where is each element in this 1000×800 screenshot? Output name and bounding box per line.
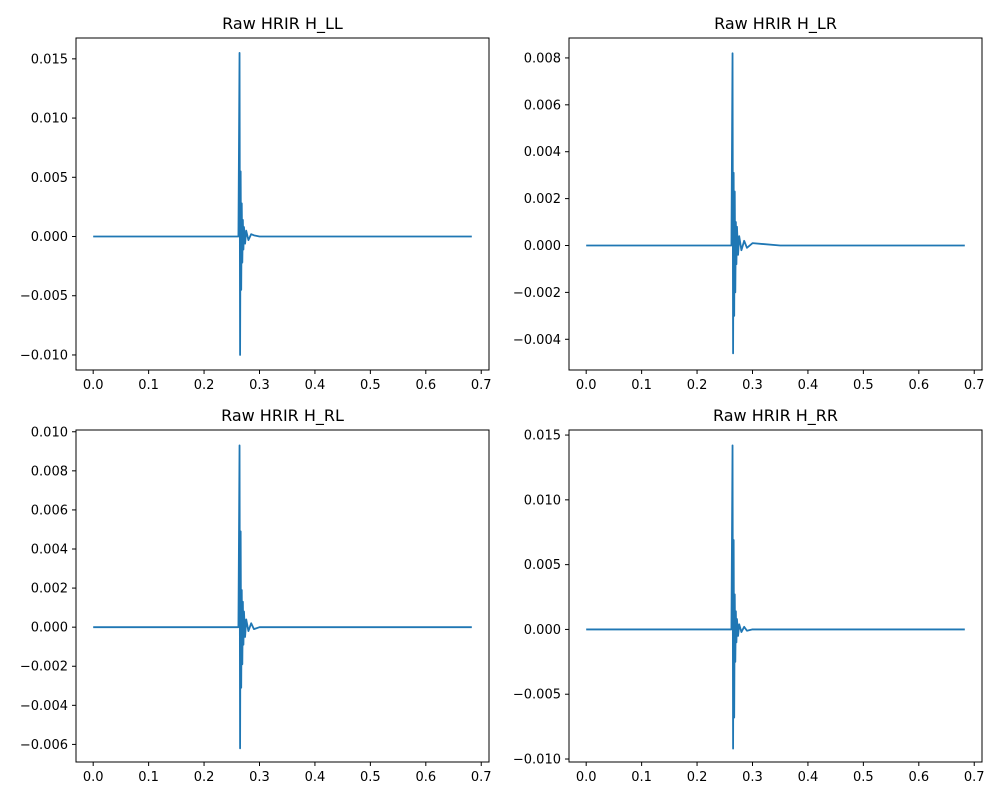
x-tick-label: 0.6 [908, 378, 929, 393]
subplot-title: Raw HRIR H_LL [222, 14, 343, 34]
x-tick-label: 0.5 [360, 770, 381, 785]
y-tick-label: 0.005 [31, 171, 68, 186]
x-tick-label: 0.4 [305, 770, 326, 785]
y-tick-label: 0.005 [524, 558, 561, 573]
y-tick-label: 0.015 [31, 52, 68, 67]
axes-frame [75, 429, 490, 763]
x-tick-label: 0.1 [138, 378, 159, 393]
y-tick-label: 0.004 [524, 145, 561, 160]
x-tick-label: 0.2 [687, 378, 708, 393]
y-tick-label: 0.010 [31, 112, 68, 127]
axes-frame [568, 37, 983, 371]
y-tick-label: −0.002 [20, 660, 68, 675]
y-tick-label: −0.010 [513, 753, 561, 768]
y-tick-label: −0.010 [20, 348, 68, 363]
x-tick-label: 0.4 [798, 770, 819, 785]
x-tick-label: 0.5 [853, 378, 874, 393]
x-tick-label: 0.7 [964, 378, 985, 393]
x-tick-label: 0.1 [138, 770, 159, 785]
x-tick-label: 0.4 [798, 378, 819, 393]
y-tick-label: −0.002 [513, 286, 561, 301]
y-tick-label: −0.005 [20, 289, 68, 304]
y-tick-label: −0.004 [513, 333, 561, 348]
x-tick-label: 0.7 [964, 770, 985, 785]
x-tick-label: 0.5 [853, 770, 874, 785]
series-line [586, 52, 965, 355]
x-tick-label: 0.0 [83, 770, 104, 785]
series-line [586, 444, 965, 750]
subplot-title: Raw HRIR H_LR [714, 14, 837, 34]
x-tick-label: 0.7 [471, 770, 492, 785]
axes-frame [568, 429, 983, 763]
y-tick-label: −0.006 [20, 738, 68, 753]
x-tick-label: 0.1 [631, 770, 652, 785]
y-tick-label: 0.000 [524, 239, 561, 254]
series-line [93, 52, 472, 356]
y-tick-label: 0.006 [31, 503, 68, 518]
subplot-title: Raw HRIR H_RR [713, 406, 838, 426]
subplot-2: Raw HRIR H_LR 0.0 0.1 0.2 0.3 0.4 0.5 0.6 0.7 −0.… [513, 14, 985, 393]
y-tick-label: −0.004 [20, 699, 68, 714]
x-tick-label: 0.3 [742, 378, 763, 393]
x-tick-label: 0.0 [576, 378, 597, 393]
axes-frame [75, 37, 490, 371]
y-tick-label: 0.000 [524, 623, 561, 638]
x-tick-label: 0.1 [631, 378, 652, 393]
x-tick-label: 0.7 [471, 378, 492, 393]
series-line [93, 444, 472, 750]
x-tick-label: 0.3 [249, 378, 270, 393]
y-tick-label: 0.008 [31, 464, 68, 479]
x-tick-label: 0.0 [576, 770, 597, 785]
y-tick-label: 0.004 [31, 543, 68, 558]
y-tick-label: 0.000 [31, 621, 68, 636]
subplot-1: Raw HRIR H_LL 0.0 0.1 0.2 0.3 0.4 0.5 0.6 0.7 −0.… [20, 14, 492, 393]
y-tick-label: 0.006 [524, 98, 561, 113]
y-tick-label: 0.002 [31, 582, 68, 597]
x-tick-label: 0.5 [360, 378, 381, 393]
subplot-4: Raw HRIR H_RR 0.0 0.1 0.2 0.3 0.4 0.5 0.6 0.7 −0.… [513, 406, 985, 785]
subplot-title: Raw HRIR H_RL [221, 406, 344, 426]
y-tick-label: 0.010 [31, 425, 68, 440]
x-tick-label: 0.6 [908, 770, 929, 785]
y-tick-label: 0.015 [524, 429, 561, 444]
x-tick-label: 0.0 [83, 378, 104, 393]
x-tick-label: 0.2 [194, 770, 215, 785]
x-tick-label: 0.3 [742, 770, 763, 785]
y-tick-label: −0.005 [513, 688, 561, 703]
y-tick-label: 0.010 [524, 493, 561, 508]
subplot-3: Raw HRIR H_RL 0.0 0.1 0.2 0.3 0.4 0.5 0.6 0.7 −0.… [20, 406, 492, 785]
y-tick-label: 0.008 [524, 51, 561, 66]
x-tick-label: 0.2 [194, 378, 215, 393]
y-tick-label: 0.002 [524, 192, 561, 207]
x-tick-label: 0.2 [687, 770, 708, 785]
x-tick-label: 0.6 [415, 378, 436, 393]
x-tick-label: 0.6 [415, 770, 436, 785]
x-tick-label: 0.4 [305, 378, 326, 393]
x-tick-label: 0.3 [249, 770, 270, 785]
y-tick-label: 0.000 [31, 230, 68, 245]
